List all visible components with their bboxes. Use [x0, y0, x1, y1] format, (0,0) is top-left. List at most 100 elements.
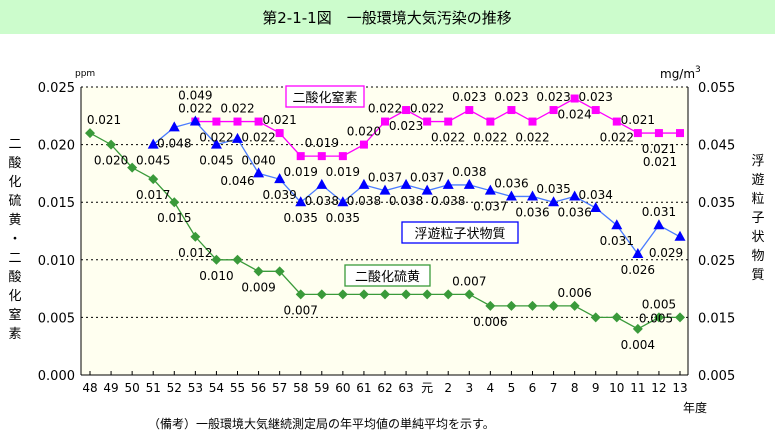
- title-band: [0, 0, 775, 34]
- data-label: 0.004: [621, 338, 655, 352]
- data-label: 0.035: [536, 182, 570, 196]
- spm-point: [548, 196, 560, 207]
- no2-point: [296, 152, 305, 161]
- legend-no2-text: 二酸化窒素: [292, 90, 357, 106]
- legend-so2: 二酸化硫黄: [344, 264, 431, 287]
- no2-point: [465, 106, 474, 115]
- right-axis-title: 浮遊粒子状物質: [751, 154, 764, 283]
- spm-point: [253, 167, 265, 178]
- so2-point: [106, 139, 117, 150]
- data-label: 0.045: [199, 154, 233, 168]
- no2-point: [633, 129, 642, 138]
- data-label: 0.019: [284, 165, 318, 179]
- no2-point: [212, 117, 221, 126]
- left-axis-title-char: 化: [8, 289, 21, 304]
- data-label: 0.010: [199, 269, 233, 283]
- left-tick-label: 0.005: [38, 311, 75, 326]
- legend-so2-box: [344, 264, 431, 287]
- plot-area: [81, 87, 688, 375]
- data-label: 0.022: [473, 131, 507, 145]
- so2-point: [548, 300, 559, 311]
- chart-title: 第2-1-1図 一般環境大気汚染の推移: [262, 9, 511, 27]
- so2-point: [675, 312, 685, 323]
- left-tick-label: 0.020: [38, 139, 75, 154]
- so2-point: [401, 289, 412, 300]
- so2-point: [274, 266, 285, 277]
- spm-point: [421, 184, 433, 195]
- data-label: 0.036: [494, 176, 528, 190]
- data-label: 0.037: [473, 200, 507, 214]
- data-label: 0.037: [368, 171, 402, 185]
- left-axis-title-char: 素: [8, 327, 21, 342]
- data-label: 0.031: [600, 234, 634, 248]
- x-tick-label: 59: [314, 381, 329, 395]
- so2-point: [85, 128, 95, 139]
- data-label: 0.023: [452, 90, 486, 104]
- data-label: 0.012: [178, 246, 212, 260]
- spm-point: [379, 184, 391, 195]
- data-label: 0.005: [642, 297, 676, 311]
- data-label: 0.022: [410, 102, 444, 116]
- left-axis-title-char: 黄: [8, 213, 21, 228]
- left-axis-title-char: 二: [8, 251, 21, 266]
- data-label: 0.040: [241, 153, 275, 167]
- data-label: 0.039: [262, 188, 296, 202]
- data-label: 0.005: [639, 311, 673, 325]
- no2-point: [233, 117, 242, 126]
- spm-point: [632, 248, 644, 259]
- data-label: 0.017: [136, 188, 170, 202]
- data-label: 0.038: [452, 165, 486, 179]
- x-tick-label: 56: [251, 381, 266, 395]
- so2-point: [653, 312, 664, 323]
- no2-point: [676, 129, 684, 138]
- left-tick-label: 0.010: [38, 254, 75, 269]
- data-label: 0.045: [136, 154, 170, 168]
- data-label: 0.019: [305, 136, 339, 150]
- x-tick-label: 9: [592, 381, 600, 395]
- x-tick-label: 8: [571, 381, 579, 395]
- right-axis-title-char: 物: [751, 249, 764, 264]
- left-axis-title-char: 硫: [8, 194, 21, 209]
- data-label: 0.006: [473, 315, 507, 329]
- spm-point: [147, 138, 159, 149]
- x-tick-label: 57: [272, 381, 287, 395]
- no2-point: [381, 117, 389, 126]
- spm-point: [590, 201, 602, 212]
- right-axis-title-char: 粒: [751, 192, 764, 207]
- so2-point: [127, 162, 138, 173]
- no2-point: [359, 140, 368, 149]
- x-tick-label: 60: [335, 381, 350, 395]
- so2-point: [464, 289, 475, 300]
- x-tick-label: 12: [651, 381, 666, 395]
- legend-no2-box: [285, 85, 365, 108]
- no2-point: [507, 106, 516, 115]
- spm-point: [484, 184, 496, 195]
- left-axis-title-char: 窒: [8, 307, 21, 323]
- spm-point: [189, 115, 201, 126]
- so2-point: [506, 300, 517, 311]
- left-axis-title-char: 酸: [8, 270, 21, 285]
- no2-point: [549, 106, 558, 115]
- data-label: 0.023: [579, 90, 613, 104]
- so2-point: [485, 300, 496, 311]
- spm-point: [674, 230, 686, 241]
- x-tick-label: 61: [356, 381, 371, 395]
- x-tick-label: 7: [550, 381, 558, 395]
- data-label: 0.020: [94, 154, 128, 168]
- right-tick-label: 0.025: [698, 254, 735, 269]
- no2-point: [591, 106, 600, 115]
- left-axis-title-char: 化: [8, 175, 21, 190]
- so2-point: [148, 174, 159, 185]
- x-tick-label: 53: [188, 381, 203, 395]
- data-label: 0.007: [452, 274, 486, 288]
- spm-point: [442, 178, 454, 189]
- no2-point: [338, 152, 347, 161]
- data-label: 0.007: [284, 303, 318, 317]
- so2-point: [316, 289, 327, 300]
- so2-point: [569, 300, 580, 311]
- right-tick-label: 0.035: [698, 196, 735, 211]
- spm-point: [569, 190, 581, 201]
- spm-point: [168, 121, 180, 132]
- data-label: 0.006: [557, 286, 591, 300]
